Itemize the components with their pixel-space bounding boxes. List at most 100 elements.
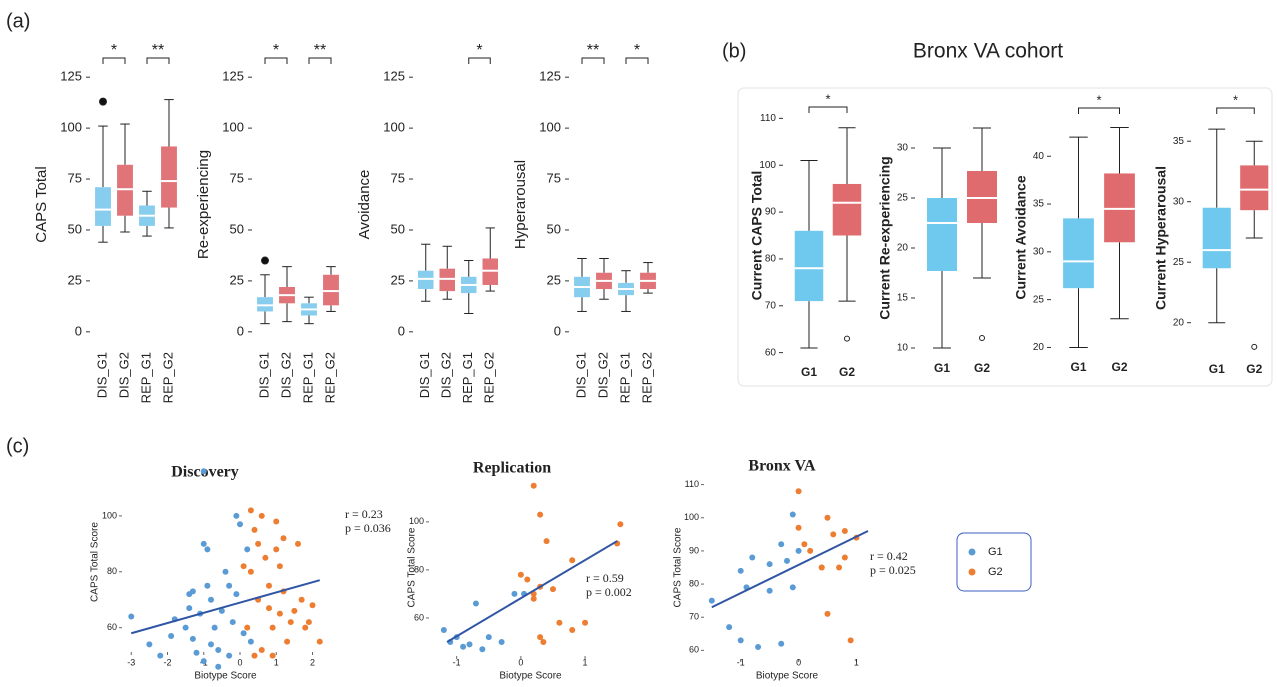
significance-label: ** <box>587 42 599 59</box>
annotation: r = 0.59 <box>586 571 624 585</box>
y-tick-label: 80 <box>689 578 699 588</box>
x-tick-label: REP_G2 <box>160 352 175 403</box>
x-tick-label: 0 <box>518 657 523 667</box>
y-tick-label: 75 <box>391 170 405 185</box>
significance-label: * <box>825 91 830 106</box>
y-tick-label: 20 <box>897 243 909 254</box>
point <box>284 638 291 645</box>
y-tick-label: 125 <box>222 69 244 84</box>
y-tick-label: 100 <box>539 120 561 135</box>
fit-line <box>446 540 618 643</box>
point <box>836 564 843 571</box>
point <box>247 638 254 645</box>
point <box>841 528 848 535</box>
significance-label: * <box>111 42 117 59</box>
box <box>323 274 339 306</box>
x-tick-label: REP_G1 <box>300 352 315 403</box>
box <box>439 268 455 292</box>
y-tick-label: 20 <box>1173 317 1185 328</box>
y-tick-label: 25 <box>391 272 405 287</box>
y-tick-label: 100 <box>383 120 405 135</box>
box <box>161 146 177 208</box>
x-tick-label: G2 <box>1111 360 1127 374</box>
x-tick-label: REP_G1 <box>460 352 475 403</box>
x-tick-label: 1 <box>583 657 588 667</box>
x-tick-label: 1 <box>274 657 279 667</box>
point <box>302 624 309 631</box>
annotation: p = 0.002 <box>586 585 632 599</box>
significance-label: * <box>634 42 640 59</box>
chart-title: Replication <box>473 460 551 477</box>
point <box>247 568 254 575</box>
point <box>537 634 544 641</box>
significance-bracket <box>468 57 491 64</box>
point <box>726 624 733 631</box>
point <box>847 637 854 644</box>
point <box>479 646 486 653</box>
x-tick-label: DIS_G2 <box>439 352 454 398</box>
x-tick-label: DIS_G1 <box>573 352 588 398</box>
point <box>511 590 518 597</box>
outlier <box>99 97 107 106</box>
y-tick-label: 75 <box>547 170 561 185</box>
point <box>784 557 790 564</box>
point <box>258 512 265 519</box>
y-axis-label: CAPS Total <box>33 166 50 242</box>
y-tick-label: 25 <box>897 193 909 204</box>
y-tick-label: 80 <box>414 564 424 574</box>
y-tick-label: 60 <box>765 347 777 358</box>
box <box>1202 207 1231 269</box>
significance-bracket <box>1216 107 1255 114</box>
point <box>841 554 848 561</box>
x-axis-label: Biotype Score <box>756 671 819 682</box>
significance-bracket <box>1078 107 1120 114</box>
y-tick-label: 60 <box>414 612 424 622</box>
y-axis-label: Current CAPS Total <box>749 171 765 301</box>
y-axis-label: Current Avoidance <box>1013 175 1029 299</box>
point <box>466 641 473 648</box>
point <box>240 563 247 570</box>
y-tick-label: 100 <box>759 160 776 171</box>
significance-bracket <box>264 57 288 64</box>
significance-label: * <box>476 42 482 59</box>
x-tick-label: DIS_G1 <box>417 352 432 398</box>
fit-line <box>130 579 321 635</box>
point <box>215 647 222 653</box>
y-tick-label: 70 <box>765 300 777 311</box>
box <box>482 258 498 285</box>
point <box>244 624 251 631</box>
point <box>189 635 196 642</box>
point <box>200 468 207 475</box>
point <box>262 554 269 561</box>
point <box>460 643 467 650</box>
y-axis-label: CAPS Total Score <box>90 522 101 602</box>
x-tick-label: 0 <box>237 657 242 667</box>
x-tick-label: -3 <box>127 657 135 667</box>
significance-bracket <box>308 57 332 64</box>
point <box>200 658 207 665</box>
point <box>807 547 814 554</box>
point <box>316 638 323 645</box>
point <box>295 540 301 547</box>
point <box>737 567 744 574</box>
y-tick-label: 35 <box>1173 136 1185 147</box>
box <box>794 230 824 302</box>
point <box>226 652 233 659</box>
x-tick-label: REP_G2 <box>639 352 654 403</box>
significance-label: * <box>1096 92 1101 107</box>
significance-label: ** <box>152 42 164 59</box>
point <box>556 619 563 626</box>
x-tick-label: G1 <box>934 361 950 375</box>
y-axis-label: Avoidance <box>356 170 373 240</box>
y-tick-label: 110 <box>685 479 699 489</box>
point <box>193 649 200 656</box>
point <box>789 584 796 591</box>
y-tick-label: 100 <box>684 512 699 522</box>
panel-label: (c) <box>6 435 29 457</box>
y-tick-label: 60 <box>107 622 117 632</box>
x-tick-label: REP_G1 <box>138 352 153 403</box>
y-tick-label: 0 <box>75 323 82 338</box>
point <box>582 619 589 626</box>
significance-bracket <box>808 106 848 113</box>
